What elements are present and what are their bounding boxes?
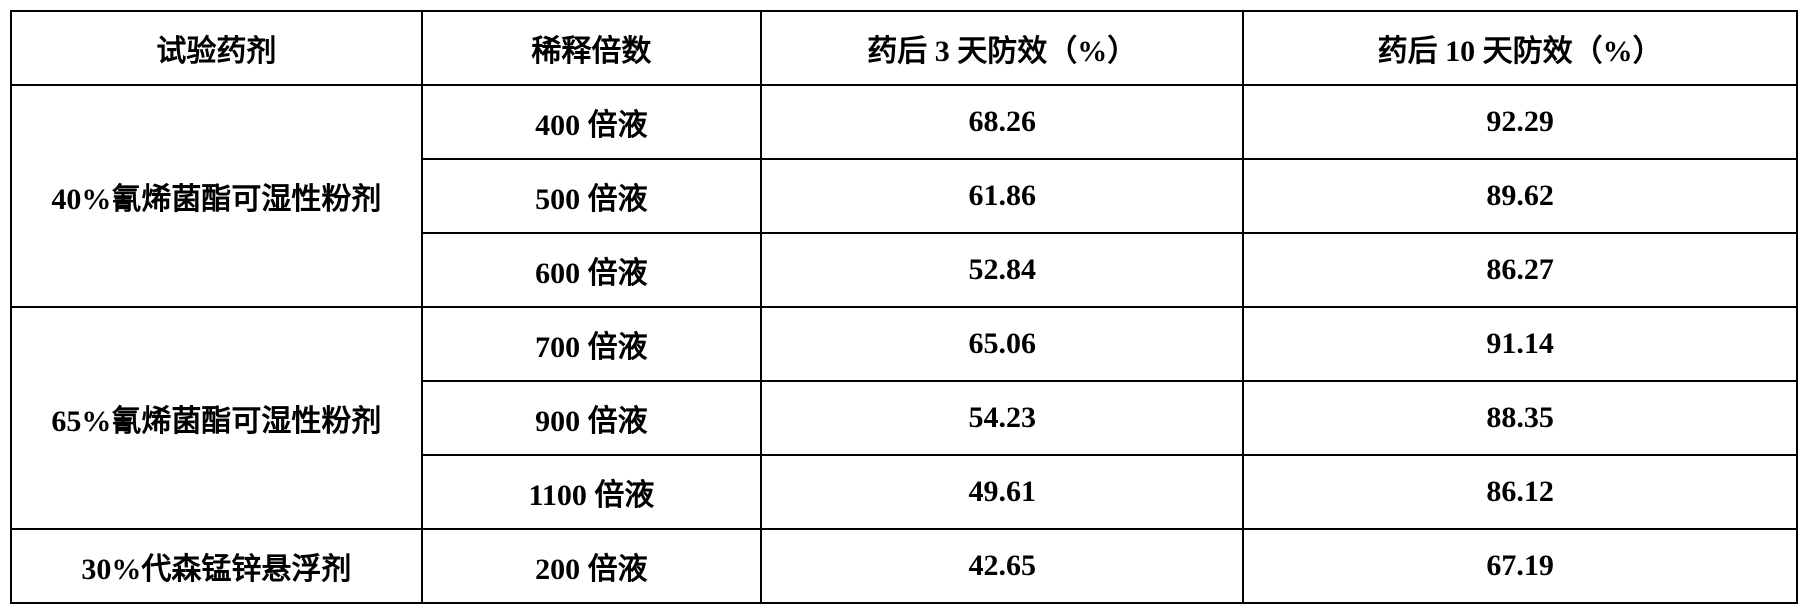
- cell-agent: 30%代森锰锌悬浮剂: [11, 529, 422, 603]
- cell-dilution: 200 倍液: [422, 529, 761, 603]
- col-agent: 试验药剂: [11, 11, 422, 85]
- cell-eff10: 89.62: [1243, 159, 1797, 233]
- cell-eff10: 92.29: [1243, 85, 1797, 159]
- cell-eff10: 86.27: [1243, 233, 1797, 307]
- cell-eff3: 61.86: [761, 159, 1243, 233]
- cell-agent: 65%氰烯菌酯可湿性粉剂: [11, 307, 422, 529]
- table-row: 65%氰烯菌酯可湿性粉剂 700 倍液 65.06 91.14: [11, 307, 1797, 381]
- cell-dilution: 700 倍液: [422, 307, 761, 381]
- cell-eff10: 86.12: [1243, 455, 1797, 529]
- col-eff10: 药后 10 天防效（%）: [1243, 11, 1797, 85]
- cell-eff3: 68.26: [761, 85, 1243, 159]
- cell-dilution: 600 倍液: [422, 233, 761, 307]
- col-eff3: 药后 3 天防效（%）: [761, 11, 1243, 85]
- cell-dilution: 1100 倍液: [422, 455, 761, 529]
- table-header-row: 试验药剂 稀释倍数 药后 3 天防效（%） 药后 10 天防效（%）: [11, 11, 1797, 85]
- cell-eff3: 52.84: [761, 233, 1243, 307]
- cell-dilution: 900 倍液: [422, 381, 761, 455]
- efficacy-table: 试验药剂 稀释倍数 药后 3 天防效（%） 药后 10 天防效（%） 40%氰烯…: [10, 10, 1798, 604]
- cell-agent: 40%氰烯菌酯可湿性粉剂: [11, 85, 422, 307]
- cell-eff10: 91.14: [1243, 307, 1797, 381]
- cell-eff3: 42.65: [761, 529, 1243, 603]
- cell-eff3: 65.06: [761, 307, 1243, 381]
- cell-eff3: 49.61: [761, 455, 1243, 529]
- col-dilution: 稀释倍数: [422, 11, 761, 85]
- table-row: 40%氰烯菌酯可湿性粉剂 400 倍液 68.26 92.29: [11, 85, 1797, 159]
- cell-dilution: 500 倍液: [422, 159, 761, 233]
- cell-eff10: 67.19: [1243, 529, 1797, 603]
- table-row: 30%代森锰锌悬浮剂 200 倍液 42.65 67.19: [11, 529, 1797, 603]
- cell-eff3: 54.23: [761, 381, 1243, 455]
- cell-eff10: 88.35: [1243, 381, 1797, 455]
- cell-dilution: 400 倍液: [422, 85, 761, 159]
